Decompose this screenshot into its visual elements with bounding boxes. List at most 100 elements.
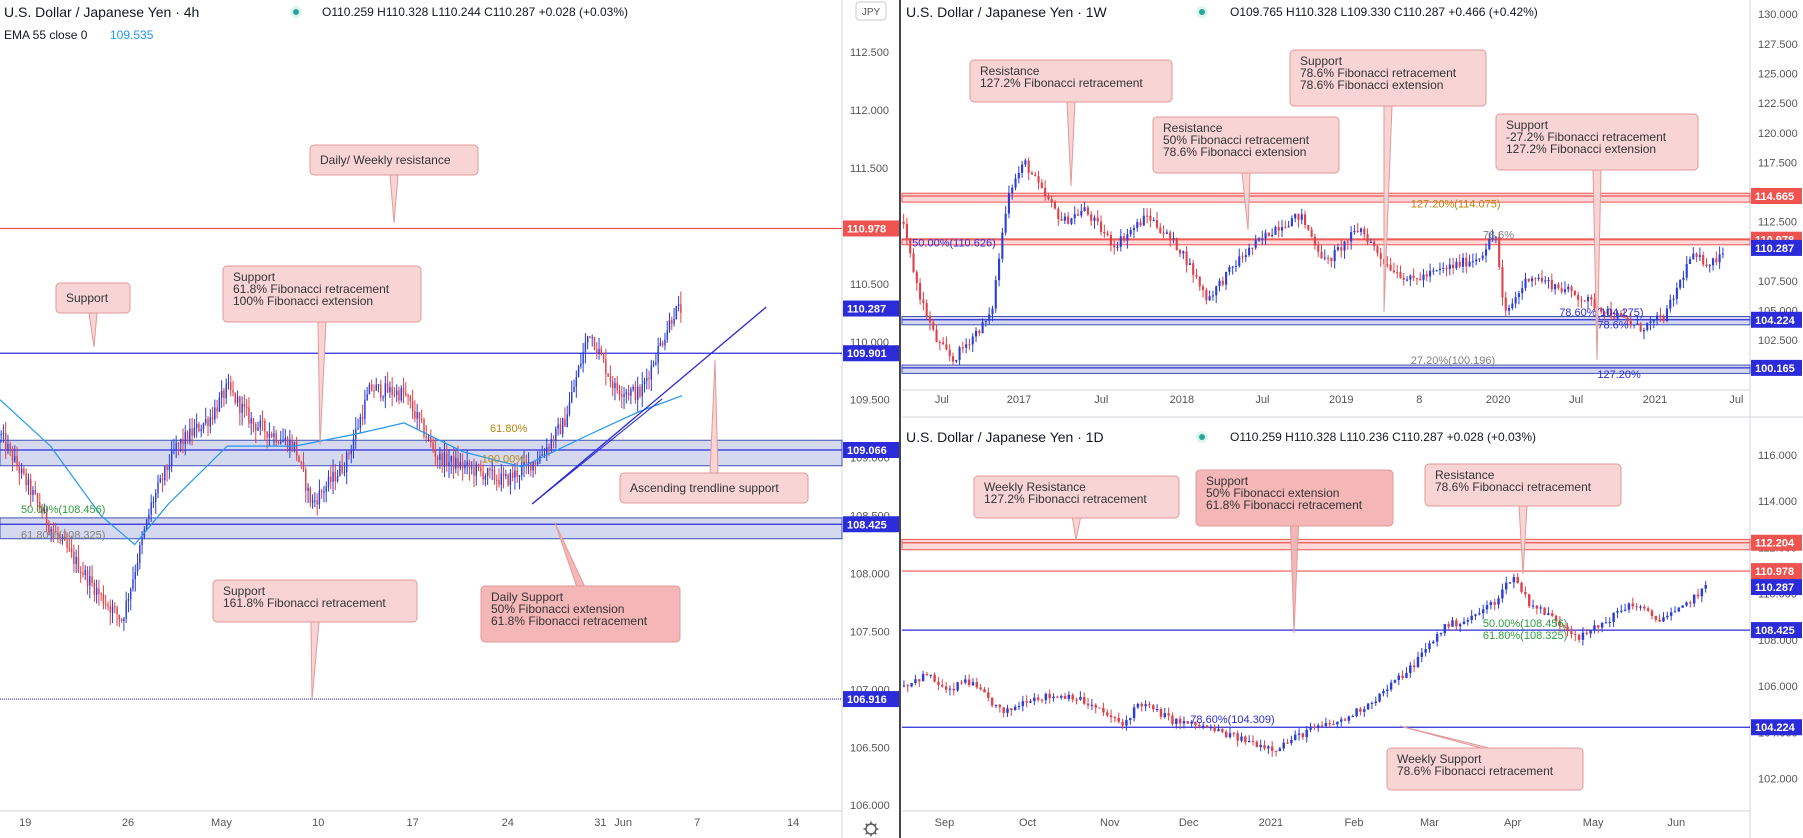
candle-body	[1475, 259, 1478, 262]
panel-p4h: 61.80% 100.00% 50.00%(108.456) 61.80%(108.3…	[0, 1, 899, 829]
candle-body	[243, 403, 246, 408]
callout-text: 127.2% Fibonacci retracement	[980, 76, 1143, 90]
time-axis-p1w: Jul 2017 Jul 2018 Jul 2019 8 2020 Jul 2021 Jul	[935, 394, 1744, 406]
chart-title: U.S. Dollar / Japanese Yen · 1D	[906, 429, 1104, 445]
time-tick-label: 7	[694, 817, 700, 829]
candle-body	[1297, 733, 1301, 735]
level-price-tag	[1751, 622, 1802, 639]
candle-body	[1353, 230, 1356, 233]
annotation-callout[interactable]: Ascending trendline support	[619, 359, 809, 504]
candle-body	[1225, 271, 1228, 285]
candle-body	[1442, 267, 1445, 269]
candle-body	[1284, 227, 1287, 229]
candle-body	[1535, 605, 1539, 609]
candle-body	[1646, 322, 1649, 330]
candle-body	[1425, 274, 1428, 277]
candle-body	[1393, 679, 1397, 683]
candle-body	[1504, 297, 1507, 311]
fib-label: 100.00%	[482, 453, 526, 465]
candle-body	[1613, 317, 1616, 319]
candle-body	[1323, 257, 1326, 259]
candle-body	[1241, 256, 1244, 258]
candle-body	[416, 412, 418, 419]
candle-body	[942, 342, 945, 345]
gear-icon[interactable]	[863, 821, 879, 837]
candle-body	[582, 352, 584, 364]
candle-body	[66, 540, 68, 548]
candle-body	[91, 576, 93, 583]
status-dot-icon	[1199, 434, 1205, 440]
candle-body	[1603, 311, 1606, 315]
zone-p4h-0	[0, 439, 843, 467]
candle-body	[500, 473, 503, 485]
candle-body	[1369, 241, 1372, 243]
candle-body	[1106, 233, 1109, 235]
candle-body	[309, 487, 312, 503]
candle-body	[1328, 723, 1331, 725]
candle-body	[912, 253, 915, 273]
candle-body	[1136, 222, 1139, 229]
time-tick-label: 2019	[1329, 394, 1353, 406]
candle-body	[1396, 272, 1399, 274]
annotation-callout[interactable]: Daily/ Weekly resistance	[309, 144, 479, 224]
level-price-tag	[1751, 563, 1802, 580]
candle-body	[245, 407, 248, 409]
level-price-tag	[843, 345, 899, 362]
candle-body	[1195, 275, 1198, 277]
candle-body	[1350, 232, 1353, 242]
candle-body	[1577, 294, 1580, 300]
candle-body	[189, 428, 191, 442]
zone-p1w-1	[901, 238, 1751, 246]
gear-tooth	[865, 823, 868, 826]
candle-body	[1096, 217, 1099, 222]
candle-body	[270, 433, 273, 437]
candle-body	[1113, 717, 1117, 719]
candle-body	[1093, 217, 1096, 221]
candle-body	[1073, 214, 1076, 219]
candle-body	[1083, 207, 1086, 212]
candle-body	[625, 392, 628, 395]
candle-body	[100, 593, 102, 595]
candle-body	[1044, 187, 1047, 197]
candle-body	[150, 502, 152, 515]
candle-body	[960, 682, 963, 684]
candle-body	[938, 342, 941, 344]
candle-body	[1643, 606, 1646, 609]
annotation-callout[interactable]: Support	[55, 282, 131, 348]
candle-body	[93, 582, 96, 596]
candle-body	[34, 490, 36, 494]
candle-body	[1656, 315, 1659, 320]
callout-box	[309, 144, 479, 176]
candle-body	[935, 329, 938, 343]
candle-body	[1488, 239, 1491, 250]
candle-body	[139, 545, 141, 563]
candle-body	[1435, 269, 1438, 271]
candle-body	[1562, 625, 1565, 627]
candle-body	[1033, 697, 1036, 702]
candle-body	[1036, 697, 1040, 700]
annotation-callout[interactable]: Support-27.2% Fibonacci retracement127.2…	[1495, 113, 1699, 361]
candle-body	[643, 380, 646, 385]
candle-body	[157, 482, 159, 494]
candle-body	[1458, 624, 1462, 627]
candle-body	[1631, 603, 1635, 607]
candle-body	[1606, 309, 1609, 315]
candle-body	[1192, 263, 1195, 276]
candle-body	[1685, 263, 1688, 278]
time-tick-label: May	[1583, 817, 1604, 829]
candle-body	[1600, 622, 1604, 628]
candle-body	[967, 679, 971, 686]
currency-badge[interactable]	[855, 1, 887, 21]
candle-body	[1409, 275, 1412, 280]
candle-body	[1313, 236, 1316, 246]
